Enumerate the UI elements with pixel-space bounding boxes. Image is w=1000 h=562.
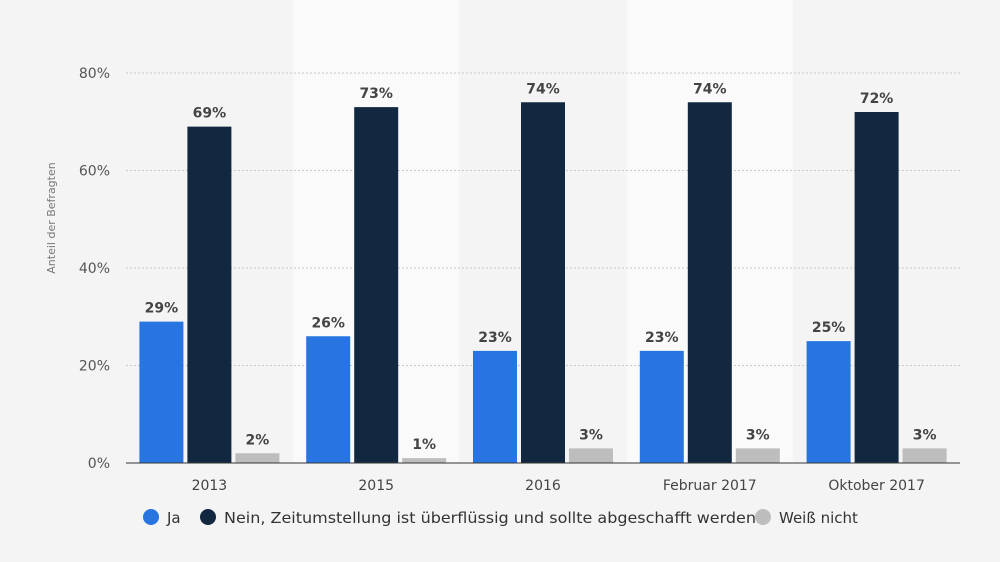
y-tick-label: 80% xyxy=(79,66,110,82)
legend: Ja Nein, Zeitumstellung ist überflüssig … xyxy=(143,509,858,527)
bar xyxy=(473,350,517,463)
bar xyxy=(806,341,851,463)
bar xyxy=(139,321,184,463)
legend-label-ja: Ja xyxy=(166,509,181,527)
y-tick-label: 20% xyxy=(79,359,110,375)
data-label: 3% xyxy=(579,427,603,443)
data-label: 23% xyxy=(645,330,679,346)
x-tick-label: 2015 xyxy=(358,478,394,494)
bar xyxy=(687,102,732,463)
data-label: 73% xyxy=(359,86,393,102)
bars: 29% 69% 2% 26% 73% 1% 23% 74% 3% 23% 74% 3% 25% 72% 3% xyxy=(139,81,947,463)
data-label: 3% xyxy=(746,427,770,443)
x-tick-label: 2016 xyxy=(525,478,561,494)
data-label: 2% xyxy=(246,432,270,448)
x-axis-labels: 2013 2015 2016 Februar 2017 Oktober 2017 xyxy=(192,478,925,494)
data-label: 74% xyxy=(526,81,560,97)
data-label: 74% xyxy=(693,81,727,97)
bar xyxy=(306,336,351,463)
y-tick-label: 40% xyxy=(79,261,110,277)
y-tick-label: 60% xyxy=(79,164,110,180)
x-tick-label: 2013 xyxy=(192,478,228,494)
data-label: 26% xyxy=(311,315,345,331)
data-label: 1% xyxy=(412,437,436,453)
legend-label-nein: Nein, Zeitumstellung ist überflüssig und… xyxy=(224,509,756,527)
bar xyxy=(235,453,280,463)
data-label: 72% xyxy=(860,91,894,107)
y-axis-title: Anteil der Befragten xyxy=(45,162,58,273)
y-axis-ticks: 0% 20% 40% 60% 80% xyxy=(79,66,110,472)
bar xyxy=(354,107,399,463)
legend-marker-weiss-nicht xyxy=(755,509,771,525)
legend-label-weiss-nicht: Weiß nicht xyxy=(779,509,858,527)
data-label: 29% xyxy=(145,301,179,317)
bar xyxy=(187,126,232,463)
x-tick-label: Februar 2017 xyxy=(663,478,757,494)
data-label: 3% xyxy=(913,427,937,443)
data-label: 25% xyxy=(812,320,846,336)
data-label: 23% xyxy=(478,330,512,346)
bar xyxy=(639,350,684,463)
data-label: 69% xyxy=(193,106,227,122)
legend-marker-nein xyxy=(200,509,216,525)
bar xyxy=(902,448,947,463)
x-tick-label: Oktober 2017 xyxy=(828,478,925,494)
bar xyxy=(854,112,899,463)
y-tick-label: 0% xyxy=(88,456,110,472)
bar xyxy=(521,102,565,463)
bar xyxy=(402,458,447,463)
bar xyxy=(735,448,780,463)
bar xyxy=(569,448,613,463)
legend-marker-ja xyxy=(143,509,159,525)
